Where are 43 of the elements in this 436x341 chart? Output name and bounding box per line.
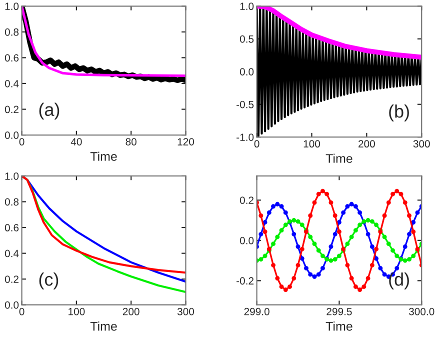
x-tick-label: 120 (178, 138, 194, 146)
y-tick-label: 1.0 (5, 172, 19, 180)
x-tick-label: 300 (413, 140, 430, 148)
annotation: (a) (39, 102, 60, 120)
y-tick-label: 0.8 (4, 198, 19, 206)
x-tick-label: 0 (19, 308, 24, 316)
x-tick-label: 200 (122, 308, 140, 316)
y-tick-label: 0.5 (240, 35, 254, 43)
x-tick-label: 299.0 (244, 308, 270, 316)
x-axis-title: Time (90, 322, 117, 331)
y-tick-label: 0.6 (4, 224, 19, 232)
y-tick-label: 0.2 (4, 276, 18, 283)
x-axis-title: Time (326, 322, 352, 331)
y-tick-label: 0.2 (240, 196, 254, 204)
annotation: (c) (39, 272, 58, 290)
x-tick-label: 0 (254, 140, 260, 148)
x-tick-label: 300 (177, 308, 194, 316)
y-tick-label: 0.8 (4, 28, 19, 36)
y-tick-label: -0.2 (236, 277, 254, 285)
y-tick-label: 0.0 (4, 301, 19, 309)
y-tick-label: 0.4 (4, 250, 19, 258)
x-tick-label: 100 (304, 140, 320, 148)
y-tick-label: 0.0 (240, 68, 254, 76)
x-tick-label: 100 (68, 308, 85, 316)
x-axis-title: Time (326, 154, 352, 163)
y-tick-label: 0.0 (4, 132, 19, 139)
x-tick-label: 299.5 (326, 308, 352, 316)
y-tick-label: 1.0 (240, 2, 254, 10)
y-tick-label: 0.6 (4, 54, 19, 62)
y-tick-label: 0.0 (240, 236, 254, 244)
x-tick-label: 40 (70, 138, 82, 146)
y-tick-label: -0.5 (236, 100, 254, 108)
y-tick-label: 0.4 (4, 80, 19, 88)
x-axis-title: Time (90, 152, 117, 161)
x-tick-label: 80 (126, 138, 136, 146)
y-tick-label: 1.0 (5, 2, 19, 10)
y-tick-label: 0.2 (4, 106, 18, 114)
y-tick-label: -1.0 (236, 134, 254, 141)
annotation: (d) (389, 272, 409, 290)
x-tick-label: 200 (358, 140, 375, 148)
x-tick-label: 0 (19, 138, 24, 146)
x-tick-label: 300.0 (408, 308, 434, 316)
annotation: (b) (389, 104, 409, 122)
